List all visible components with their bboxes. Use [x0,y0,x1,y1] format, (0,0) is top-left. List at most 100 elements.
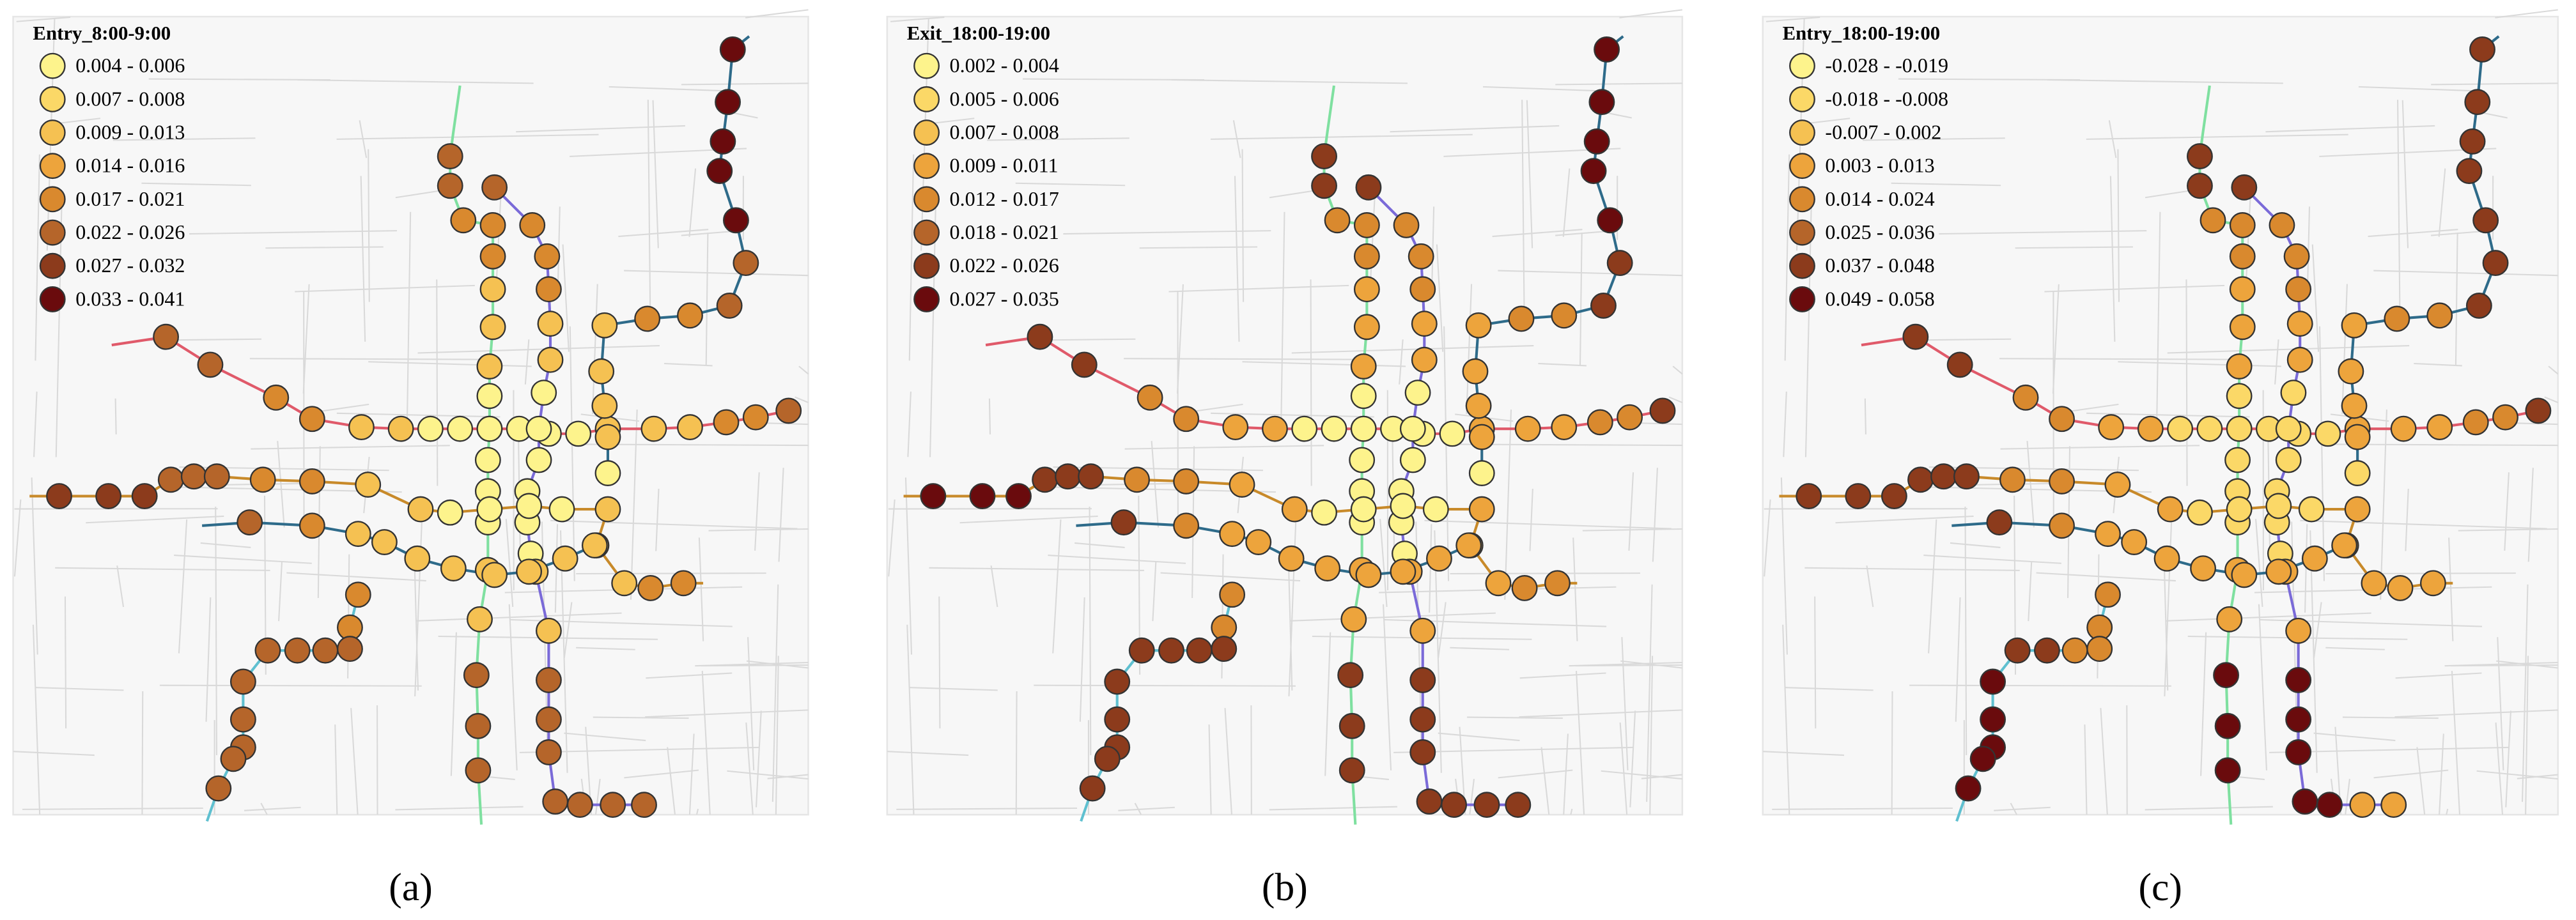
station [1881,483,1907,509]
station [1158,637,1184,664]
legend-label: 0.033 - 0.041 [75,287,185,310]
station [1324,207,1351,234]
street [2000,445,2200,450]
station [2104,471,2131,498]
station [2095,521,2121,548]
station [1590,292,1617,319]
station [2465,292,2492,319]
station [565,420,592,447]
station [465,757,492,784]
station [131,483,158,509]
street [1089,507,1092,756]
station [2265,558,2292,585]
station [1219,581,1246,608]
station [519,212,546,238]
station [537,310,564,337]
station [2214,712,2241,739]
station [1390,558,1416,585]
panel-label: (b) [1262,866,1308,909]
street-network [887,9,1683,815]
legend-swatch [39,86,66,112]
station [180,463,207,490]
street [1048,555,1186,564]
street [1576,670,1585,815]
station [2349,792,2376,818]
station [2344,460,2371,486]
street [113,137,256,141]
station [2167,415,2194,442]
street [2100,708,2108,815]
street [1290,612,1496,622]
street [1628,472,1634,551]
street [1208,724,1212,815]
street [667,747,676,815]
station [535,739,562,765]
station [481,174,508,201]
station [2061,637,2088,664]
street [747,637,755,770]
street [2380,410,2387,600]
street [516,125,685,133]
station [1465,392,1492,419]
station [2285,739,2312,765]
street [1570,808,1573,815]
street [904,477,913,655]
station [1508,305,1535,332]
station [1583,128,1610,155]
street [1195,403,1243,412]
legend-swatch [913,186,940,213]
street [1438,602,1447,659]
street [368,361,532,367]
street [1782,624,1790,815]
station [249,466,276,493]
station [2121,529,2148,555]
street [1466,284,1473,415]
station [1338,712,1365,739]
station [476,496,503,523]
legend-swatch [913,52,940,79]
street [1269,806,1397,811]
station [2384,305,2410,332]
street [1891,691,1893,815]
street [2414,362,2462,367]
street [200,542,251,548]
station [2387,575,2414,601]
street [1555,82,1682,86]
street [395,190,439,199]
street [1492,229,1583,238]
street [1469,779,1475,815]
station [581,532,608,559]
station [2187,143,2213,169]
street [2304,524,2308,613]
station [1321,415,1347,442]
street [1383,604,1392,770]
street [1765,16,1820,22]
station [1588,89,1615,116]
station [1594,36,1620,63]
station [1350,415,1377,442]
street [1015,691,1018,815]
station [1404,379,1431,406]
station [1907,466,1934,493]
street [2145,190,2189,199]
street [908,154,915,361]
street [772,584,779,802]
station [299,468,325,494]
street [2185,279,2188,486]
street [754,472,760,551]
station [1094,746,1121,772]
station [1311,499,1337,526]
street [2451,670,2461,815]
street [591,284,598,415]
map-panel: Exit_18:00-19:00 0.002 - 0.004 0.005 - 0.0… [886,9,1684,825]
legend-swatch [913,252,940,279]
station [2472,207,2499,234]
station [2464,89,2491,116]
street [2070,403,2119,412]
street [795,396,809,404]
street [64,596,67,729]
street [414,566,419,691]
legend-swatch [913,153,940,180]
legend-title: Entry_8:00-9:00 [33,22,171,44]
panel-label: (c) [2139,866,2182,909]
